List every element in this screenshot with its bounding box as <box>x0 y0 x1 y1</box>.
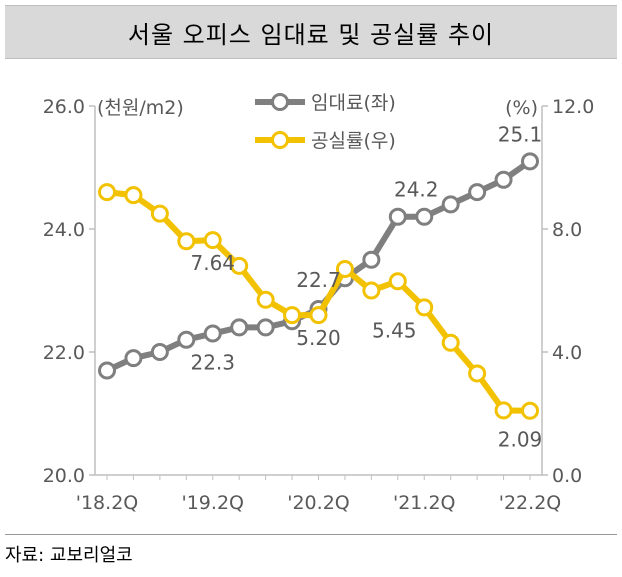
data-label: 22.3 <box>190 351 235 375</box>
data-label: 24.2 <box>394 178 439 202</box>
data-point-rent <box>230 318 249 337</box>
data-point-rent <box>362 250 381 269</box>
data-label: 5.20 <box>296 326 341 350</box>
data-point-rent <box>98 361 116 380</box>
data-point-rent <box>124 349 143 368</box>
data-point-vacancy <box>203 231 222 250</box>
chart-title-bar: 서울 오피스 임대료 및 공실률 추이 <box>5 5 617 59</box>
right-tick-label: 8.0 <box>552 219 582 241</box>
data-point-vacancy <box>441 333 460 352</box>
data-point-vacancy <box>98 183 116 202</box>
left-tick-label: 24.0 <box>43 219 85 241</box>
x-tick-label: '21.2Q <box>393 492 455 514</box>
data-point-rent <box>177 330 196 349</box>
data-point-rent <box>388 207 407 226</box>
data-point-rent <box>468 183 487 202</box>
data-point-rent <box>521 152 539 171</box>
left-tick-label: 20.0 <box>43 465 85 487</box>
x-tick-label: '19.2Q <box>182 492 244 514</box>
line-chart: 20.0 22.0 24.0 26.0 0.0 4.0 8.0 12.0 (천원/m2) (%) '… <box>43 92 595 514</box>
left-tick-label: 26.0 <box>43 96 85 118</box>
right-tick-label: 0.0 <box>552 465 582 487</box>
chart-title: 서울 오피스 임대료 및 공실률 추이 <box>127 20 495 49</box>
data-point-rent <box>494 170 513 189</box>
data-point-vacancy <box>362 281 381 300</box>
x-tick-label: '20.2Q <box>287 492 349 514</box>
data-point-vacancy <box>309 306 328 325</box>
data-point-rent <box>441 195 460 214</box>
legend-marker-vacancy <box>271 131 289 149</box>
right-axis-unit-label: (%) <box>505 97 538 119</box>
data-point-rent <box>415 207 434 226</box>
data-point-vacancy <box>150 204 169 223</box>
data-point-vacancy <box>494 401 513 420</box>
data-point-vacancy <box>230 256 249 275</box>
data-point-vacancy <box>415 298 434 317</box>
data-point-vacancy <box>388 272 407 291</box>
left-tick-label: 22.0 <box>43 342 85 364</box>
data-label: 2.09 <box>498 428 543 452</box>
data-point-vacancy <box>256 290 275 309</box>
data-point-rent <box>203 324 222 343</box>
data-point-vacancy <box>335 259 354 278</box>
left-axis-unit-label: (천원/m2) <box>97 97 184 119</box>
data-point-vacancy <box>124 186 143 205</box>
data-point-rent <box>150 343 169 361</box>
legend-label-vacancy: 공실률(우) <box>311 130 396 152</box>
data-point-vacancy <box>521 401 539 420</box>
data-label: 7.64 <box>190 251 235 275</box>
data-point-vacancy <box>468 364 487 383</box>
x-tick-label: '22.2Q <box>499 492 561 514</box>
data-label: 25.1 <box>498 122 543 146</box>
data-point-vacancy <box>177 232 196 251</box>
data-point-rent <box>256 318 275 337</box>
legend-marker-rent <box>271 93 289 111</box>
data-label: 22.7 <box>296 268 341 292</box>
right-tick-label: 4.0 <box>552 342 582 364</box>
chart-area: 20.0 22.0 24.0 26.0 0.0 4.0 8.0 12.0 (천원/m2) (%) '… <box>0 60 622 540</box>
data-label: 5.45 <box>372 318 417 342</box>
data-point-vacancy <box>283 306 302 325</box>
legend-label-rent: 임대료(좌) <box>311 92 396 114</box>
right-tick-label: 12.0 <box>552 96 594 118</box>
source-note: 자료: 교보리얼코 <box>5 545 133 566</box>
bottom-rule <box>5 534 617 535</box>
x-tick-label: '18.2Q <box>76 492 138 514</box>
